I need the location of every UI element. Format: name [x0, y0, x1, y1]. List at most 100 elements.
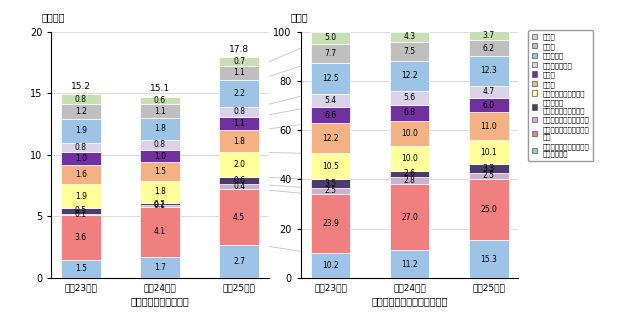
Text: 1.5: 1.5 — [154, 167, 166, 176]
Bar — [390, 177, 429, 184]
Text: （兆円）: （兆円） — [42, 12, 65, 22]
Bar — [390, 61, 429, 91]
Text: 2.8: 2.8 — [404, 176, 415, 185]
Text: 6.2: 6.2 — [483, 44, 495, 53]
Text: 0.8: 0.8 — [75, 95, 87, 104]
Bar — [469, 31, 509, 40]
Text: 6.6: 6.6 — [324, 111, 337, 120]
Text: 6.8: 6.8 — [404, 108, 415, 118]
Bar — [61, 94, 100, 104]
Bar — [220, 177, 259, 185]
Text: 4.7: 4.7 — [483, 87, 495, 96]
Text: 0.1: 0.1 — [75, 210, 87, 219]
Text: 1.9: 1.9 — [75, 191, 87, 201]
Bar — [390, 91, 429, 105]
Bar — [469, 112, 509, 140]
Text: 10.0: 10.0 — [401, 154, 418, 163]
Bar — [140, 150, 180, 162]
Text: 1.5: 1.5 — [75, 264, 87, 273]
Text: 12.2: 12.2 — [401, 71, 418, 80]
Bar — [469, 140, 509, 164]
Bar — [390, 121, 429, 146]
Bar — [220, 66, 259, 80]
Text: 0.7: 0.7 — [233, 57, 245, 66]
Legend: 建設業, 製造業, 情報通信業, 運輸業，郵便業, 卸売業, 小売業, 不動産業，物品賊貸業, 学術研究，
専門・技術サービス業, 宿泊業，飲食サービス業, 生: 建設業, 製造業, 情報通信業, 運輸業，郵便業, 卸売業, 小売業, 不動産業… — [529, 30, 593, 161]
Bar — [310, 44, 350, 63]
Bar — [61, 214, 100, 215]
Text: 2.2: 2.2 — [233, 89, 245, 98]
Bar — [310, 153, 350, 179]
Bar — [61, 215, 100, 260]
Text: 23.9: 23.9 — [322, 219, 339, 228]
Text: 12.3: 12.3 — [481, 66, 497, 76]
Text: 1.0: 1.0 — [75, 154, 87, 163]
Bar — [140, 104, 180, 118]
Bar — [220, 58, 259, 66]
Text: 1.7: 1.7 — [154, 263, 166, 272]
Bar — [390, 105, 429, 121]
Text: 10.1: 10.1 — [481, 148, 497, 156]
Text: 3.6: 3.6 — [75, 233, 87, 242]
Text: 0.6: 0.6 — [233, 176, 245, 185]
Text: 0.6: 0.6 — [154, 96, 166, 105]
Bar — [140, 257, 180, 278]
Text: 1.1: 1.1 — [154, 106, 166, 116]
Text: 15.3: 15.3 — [480, 255, 497, 264]
X-axis label: 産業大分類別経常利益: 産業大分類別経常利益 — [131, 296, 189, 306]
Bar — [469, 56, 509, 86]
Bar — [469, 179, 509, 240]
Bar — [390, 42, 429, 61]
Text: 0.4: 0.4 — [233, 182, 245, 191]
Text: 5.4: 5.4 — [324, 96, 337, 105]
Text: 2.0: 2.0 — [233, 160, 245, 169]
Text: 0.8: 0.8 — [233, 107, 245, 116]
Bar — [61, 185, 100, 208]
Bar — [220, 117, 259, 130]
Text: 10.2: 10.2 — [322, 261, 339, 270]
Bar — [310, 179, 350, 188]
Text: 1.8: 1.8 — [154, 187, 166, 196]
Text: 25.0: 25.0 — [480, 205, 497, 214]
Text: 4.3: 4.3 — [404, 33, 415, 41]
Text: 1.1: 1.1 — [233, 68, 245, 77]
Bar — [61, 165, 100, 185]
Bar — [390, 171, 429, 177]
Text: 0.2: 0.2 — [154, 200, 166, 209]
X-axis label: 産業大分類別経常利益構成比: 産業大分類別経常利益構成比 — [371, 296, 448, 306]
Text: 7.5: 7.5 — [404, 47, 415, 56]
Text: 2.6: 2.6 — [404, 169, 415, 178]
Text: 1.8: 1.8 — [233, 137, 245, 146]
Text: （％）: （％） — [291, 12, 308, 22]
Bar — [140, 118, 180, 140]
Text: 27.0: 27.0 — [401, 213, 418, 222]
Bar — [310, 32, 350, 44]
Bar — [140, 207, 180, 257]
Text: 17.8: 17.8 — [229, 45, 249, 54]
Bar — [469, 40, 509, 56]
Text: 1.1: 1.1 — [233, 119, 245, 128]
Text: 2.5: 2.5 — [324, 186, 337, 196]
Text: 0.8: 0.8 — [154, 141, 166, 149]
Text: 2.5: 2.5 — [483, 171, 495, 180]
Text: 1.9: 1.9 — [75, 126, 87, 135]
Text: 1.0: 1.0 — [154, 152, 166, 161]
Text: 3.7: 3.7 — [483, 31, 495, 40]
Bar — [220, 245, 259, 278]
Bar — [220, 189, 259, 245]
Bar — [220, 107, 259, 117]
Bar — [469, 173, 509, 179]
Bar — [61, 104, 100, 119]
Bar — [220, 130, 259, 152]
Bar — [310, 123, 350, 153]
Text: 10.5: 10.5 — [322, 162, 339, 171]
Bar — [61, 143, 100, 152]
Bar — [61, 119, 100, 143]
Bar — [140, 162, 180, 181]
Text: 11.2: 11.2 — [401, 260, 418, 269]
Bar — [61, 208, 100, 214]
Text: 11.0: 11.0 — [481, 121, 497, 131]
Text: 15.2: 15.2 — [71, 82, 91, 91]
Bar — [310, 94, 350, 107]
Text: 3.3: 3.3 — [483, 164, 495, 173]
Text: 12.2: 12.2 — [322, 134, 339, 143]
